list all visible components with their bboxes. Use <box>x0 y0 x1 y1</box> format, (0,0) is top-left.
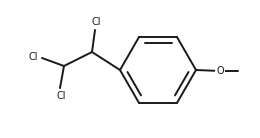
Text: Cl: Cl <box>56 91 66 101</box>
Text: Cl: Cl <box>29 52 38 62</box>
Text: Cl: Cl <box>91 17 101 27</box>
Text: O: O <box>216 66 224 76</box>
